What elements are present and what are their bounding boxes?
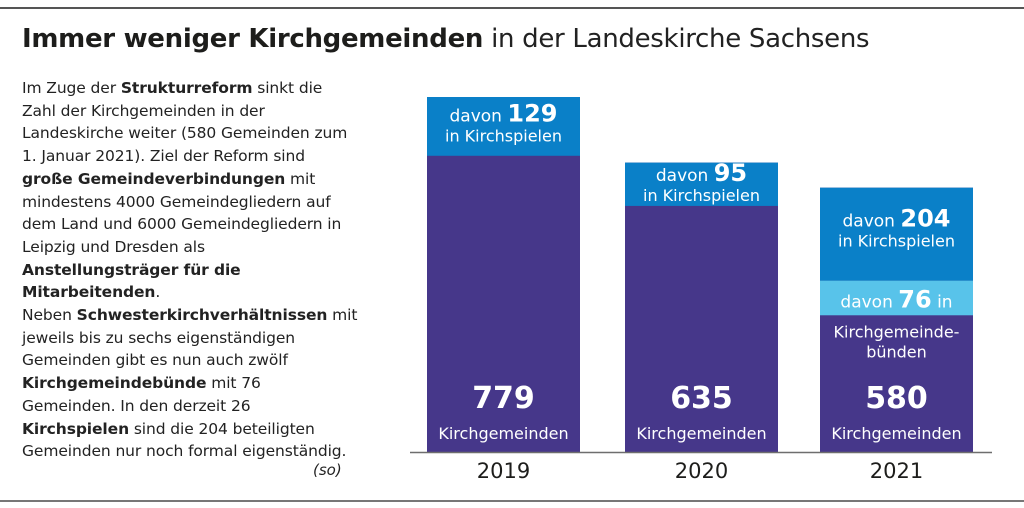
davon-label: davon	[450, 107, 508, 127]
paragraph-2: Neben Schwesterkirchverhältnissen mit je…	[22, 304, 358, 463]
kirchspiele-value-label-2019: davon 129	[450, 100, 558, 128]
bar-total-2020	[625, 162, 778, 452]
p2-run-5: Kirchspielen	[22, 419, 129, 438]
total-value-label-2021: 580	[865, 381, 928, 416]
p2-run-6: sind die 204 betei­ligten Gemeinden nur …	[22, 419, 347, 461]
kirchspiele-sub-label-2021: in Kirchspielen	[838, 232, 955, 251]
p1-run-2: sinkt die Zahl der Kirchgemeinden in der…	[22, 79, 348, 166]
body-text: Im Zuge der Strukturreform sinkt die Zah…	[22, 77, 358, 463]
paragraph-1: Im Zuge der Strukturreform sinkt die Zah…	[22, 77, 358, 304]
davon-label: davon	[656, 166, 714, 186]
total-unit-label-2019: Kirchgemeinden	[438, 424, 568, 443]
total-unit-label-2021: Kirchgemeinden	[831, 424, 961, 443]
bar-kirchspiele-2021	[820, 187, 973, 281]
top-rule	[0, 7, 1024, 9]
bar-total-2019	[427, 97, 580, 452]
kirchspiele-count: 95	[714, 159, 747, 187]
p1-run-3: große Gemeindeverbindungen	[22, 169, 286, 188]
bar-kirchgemeindebuende-2021	[820, 280, 973, 316]
kirchspiele-value-label-2020: davon 95	[656, 159, 747, 187]
davon-label: davon	[840, 293, 898, 313]
x-tick-label-2021: 2021	[870, 459, 923, 483]
p2-run-2: mit jeweils bis zu sechs eigen­ständigen…	[22, 306, 358, 370]
kirchspiele-count: 204	[900, 205, 950, 233]
p1-run-6: .	[155, 283, 161, 302]
kirchgemeindebuende-count: 76	[898, 286, 931, 314]
x-tick-label-2020: 2020	[675, 459, 728, 483]
p1-run-4: mit mindestens 4000 Gemeinde­gliedern au…	[22, 169, 342, 256]
p2-run-0: Neben	[22, 306, 77, 325]
bar-kirchspiele-2019	[427, 97, 580, 156]
kirchspiele-value-label-2021: davon 204	[843, 205, 951, 233]
kirchspiele-count: 129	[507, 100, 557, 128]
p1-run-1: Strukturreform	[120, 79, 253, 97]
kirchgemeindebuende-sub-label-1: Kirchgemeinde-	[834, 322, 960, 341]
p2-run-3: Kirchgemeindebünde	[22, 374, 207, 393]
title-light: in der Landeskirche Sachsens	[491, 24, 870, 54]
title-bold: Immer weniger Kirchgemeinden	[22, 24, 484, 54]
total-value-label-2020: 635	[670, 381, 733, 416]
kirchgemeindebuende-value-label-2021: davon 76 in	[840, 286, 952, 314]
davon-label: davon	[843, 212, 901, 232]
bar-kirchspiele-2020	[625, 162, 778, 206]
x-tick-label-2019: 2019	[477, 459, 530, 483]
p2-run-1: Schwesterkirchverhältnissen	[76, 306, 328, 325]
kirchspiele-sub-label-2020: in Kirchspielen	[643, 186, 760, 205]
total-unit-label-2020: Kirchgemeinden	[636, 424, 766, 443]
source-credit: (so)	[313, 461, 342, 479]
p2-run-4: mit 76 Gemeinden. In den derzeit 26	[22, 374, 261, 415]
p1-run-0: Im Zuge der	[22, 79, 121, 97]
in-label: in	[932, 293, 953, 313]
kirchspiele-sub-label-2019: in Kirchspielen	[445, 127, 562, 146]
total-value-label-2019: 779	[472, 381, 535, 416]
kirchgemeindebuende-sub-label-2: bünden	[866, 342, 927, 361]
bottom-rule	[0, 500, 1024, 502]
p1-run-5: Anstellungsträger für die Mitarbeitenden	[22, 260, 241, 302]
chart-title: Immer weniger Kirchgemeinden in der Land…	[22, 24, 870, 54]
